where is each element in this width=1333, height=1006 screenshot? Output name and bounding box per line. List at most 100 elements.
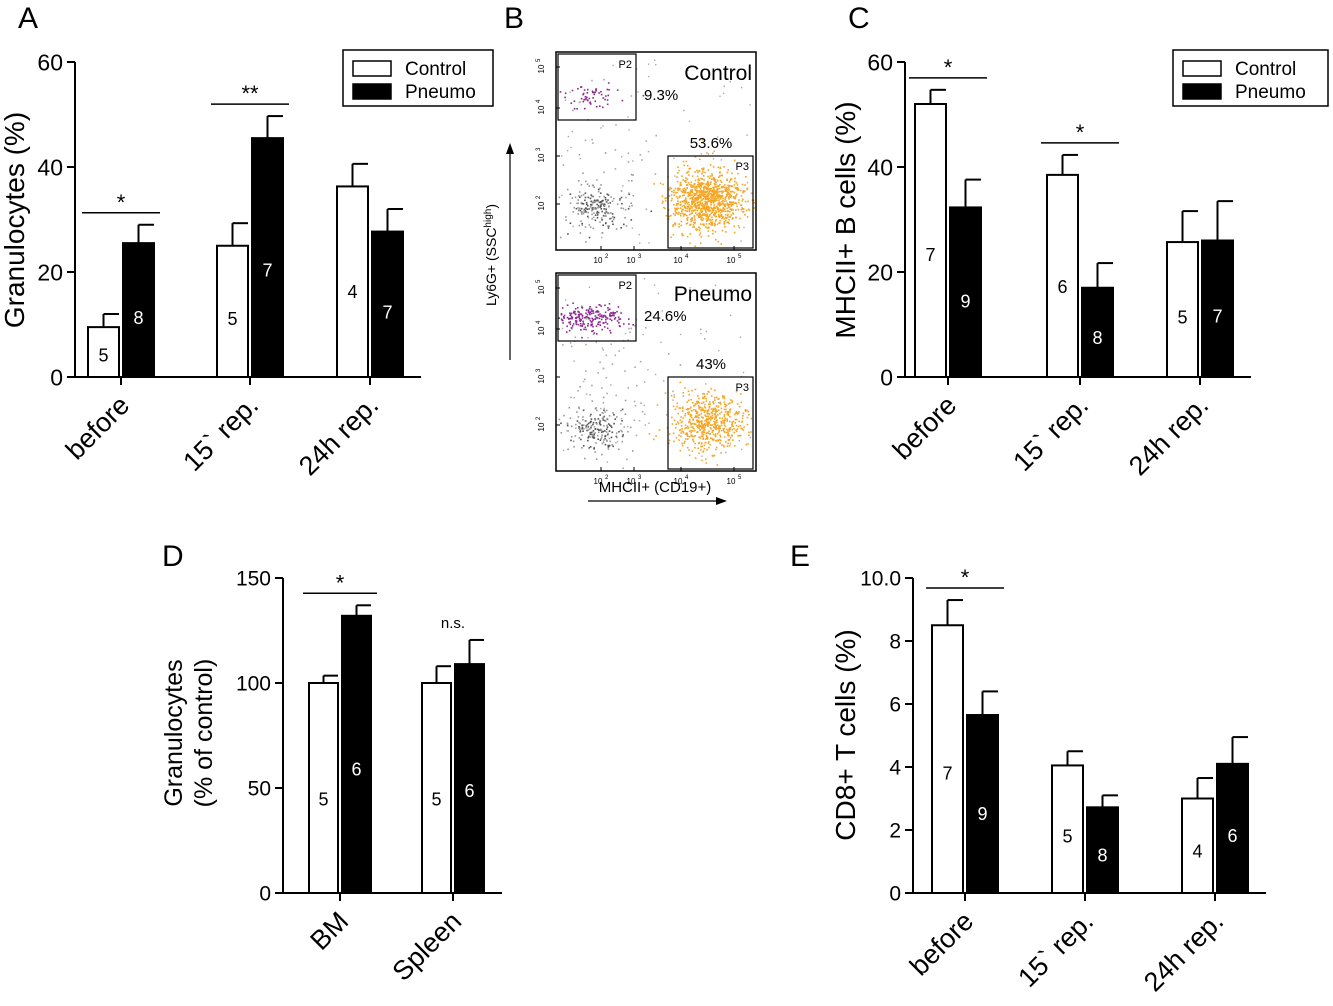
dot: [684, 180, 686, 182]
dot: [719, 183, 721, 186]
dot: [681, 442, 683, 445]
dot: [708, 215, 711, 217]
dot: [713, 182, 716, 185]
dot: [710, 178, 713, 181]
dot: [619, 198, 621, 200]
dot: [577, 416, 580, 418]
dot: [685, 181, 687, 183]
dot: [717, 166, 719, 169]
dot: [602, 106, 604, 109]
dot: [719, 167, 722, 170]
dot: [577, 207, 579, 209]
dot: [698, 408, 701, 410]
dot: [691, 191, 694, 194]
dot: [600, 127, 602, 129]
dot: [560, 422, 562, 425]
dot: [738, 201, 740, 204]
y-tick-label: 150: [236, 568, 271, 591]
dot: [728, 185, 731, 187]
dot: [587, 439, 589, 442]
dot: [713, 150, 715, 152]
dot: [704, 202, 706, 205]
y-arrow-head: [506, 143, 514, 154]
dot: [605, 222, 607, 225]
gate-p2: [557, 274, 637, 342]
dot: [653, 438, 655, 441]
dot: [685, 427, 687, 429]
dot: [714, 196, 717, 198]
dot: [668, 439, 671, 442]
dot: [701, 426, 704, 429]
dot: [664, 197, 666, 200]
x-category-label: 15` rep.: [177, 390, 264, 477]
dot: [685, 180, 687, 182]
dot: [709, 201, 712, 204]
dot: [708, 191, 711, 193]
dot: [714, 220, 717, 222]
dot: [595, 311, 597, 313]
dot: [585, 312, 587, 315]
dot: [583, 209, 585, 212]
dot: [628, 327, 630, 330]
dot: [585, 343, 587, 346]
dot: [569, 202, 572, 204]
dot: [680, 425, 683, 427]
dot: [727, 184, 729, 187]
dot: [710, 196, 712, 198]
dot: [736, 188, 738, 191]
dot: [747, 443, 749, 445]
dot: [594, 315, 597, 317]
dot: [606, 323, 609, 325]
dot: [707, 210, 710, 213]
dot: [702, 206, 705, 208]
dot: [728, 438, 731, 441]
dot: [607, 82, 610, 84]
dot: [587, 215, 589, 218]
y-tick-label: 10: [537, 153, 546, 162]
dot: [687, 69, 689, 71]
dot: [729, 208, 732, 211]
dot: [588, 97, 591, 100]
dot: [574, 308, 577, 310]
dot: [728, 188, 731, 191]
dot: [713, 222, 716, 225]
dot: [603, 407, 605, 409]
dot: [664, 392, 667, 394]
dot: [602, 367, 605, 370]
dot: [580, 220, 582, 222]
panel-letter: D: [162, 540, 184, 573]
dot: [624, 208, 627, 211]
dot: [740, 195, 743, 197]
dot: [707, 194, 710, 196]
dot: [605, 95, 607, 97]
dot: [737, 225, 740, 227]
dot: [606, 417, 608, 420]
dot: [711, 431, 714, 433]
dot: [628, 318, 630, 320]
dot: [697, 196, 700, 199]
dot: [684, 387, 686, 389]
dot: [561, 319, 563, 321]
dot: [592, 142, 594, 144]
dot: [694, 403, 697, 405]
dot: [605, 431, 608, 433]
dot: [677, 189, 679, 192]
dot: [604, 197, 607, 199]
y-tick-label: 10: [537, 64, 546, 73]
dot: [595, 316, 598, 319]
dot: [715, 448, 717, 451]
dot: [604, 98, 606, 101]
dot: [715, 211, 717, 214]
dot: [606, 212, 609, 214]
dot: [585, 427, 587, 429]
dot: [699, 216, 701, 218]
dot: [724, 419, 726, 421]
dot: [729, 408, 732, 410]
dot: [714, 407, 717, 410]
dot: [701, 210, 704, 212]
dot: [679, 207, 682, 209]
dot: [590, 413, 592, 416]
significance-label: *: [1076, 120, 1085, 145]
dot: [574, 317, 577, 319]
dot: [706, 438, 709, 440]
